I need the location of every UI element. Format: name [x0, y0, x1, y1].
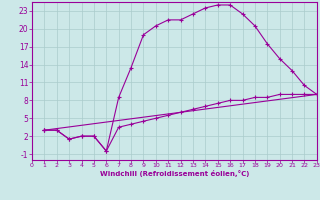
X-axis label: Windchill (Refroidissement éolien,°C): Windchill (Refroidissement éolien,°C) [100, 170, 249, 177]
